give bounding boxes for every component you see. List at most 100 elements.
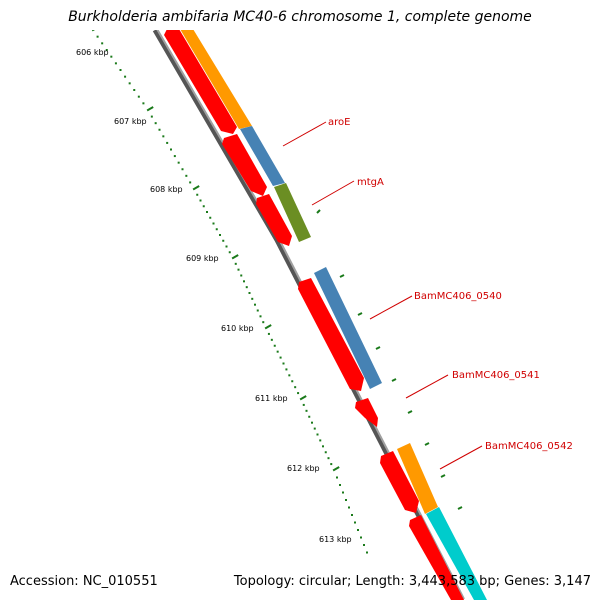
scale-dot-53	[279, 356, 282, 359]
scale-dot-11	[142, 102, 145, 105]
gene-label-0542[interactable]: BamMC406_0542	[485, 441, 573, 452]
scale-dot-23	[189, 181, 192, 184]
scale-dot-56	[288, 374, 291, 377]
gene-orange-1[interactable]	[180, 29, 252, 129]
scale-dot-14	[154, 122, 157, 125]
scale-dot-33	[222, 239, 225, 242]
scale-dot-67	[319, 439, 322, 442]
scale-dot-74	[339, 484, 341, 486]
gene-arrow-1[interactable]	[164, 29, 237, 134]
scale-dot-46	[259, 315, 262, 318]
scale-dot-21	[181, 168, 184, 171]
scale-dot-42	[248, 292, 251, 294]
scale-dot-81	[360, 536, 362, 539]
scale-dot-45	[256, 309, 259, 312]
gene-steelblue-2[interactable]	[314, 267, 382, 389]
gene-label-mtga[interactable]: mtgA	[357, 177, 384, 188]
scale-dot-34	[225, 245, 228, 248]
scale-dot-28	[206, 211, 208, 213]
scale-dot-73	[336, 476, 338, 479]
scale-dot-51	[273, 344, 276, 347]
scale-dot-15	[158, 128, 161, 131]
outer-ticks	[316, 209, 463, 510]
scale-dot-70	[327, 457, 330, 460]
scale-dot-29	[209, 216, 212, 219]
scale-label-607: 607 kbp	[114, 117, 147, 126]
scale-dot-30	[212, 222, 215, 225]
scale-dot-2	[101, 42, 104, 45]
gene-arrow-5[interactable]	[355, 398, 378, 427]
scale-dot-58	[294, 386, 297, 389]
scale-label-610: 610 kbp	[221, 324, 254, 333]
scale-dot-54	[282, 362, 285, 365]
gene-arrow-2[interactable]	[222, 134, 267, 196]
gene-steelblue-1[interactable]	[240, 126, 285, 186]
gene-arrow-7[interactable]	[409, 515, 464, 600]
map-title: Burkholderia ambifaria MC40-6 chromosome…	[68, 9, 532, 25]
scale-dot-78	[351, 514, 353, 516]
scale-dot-65	[313, 427, 316, 430]
scale-dot-59	[297, 392, 300, 395]
scale-dot-41	[245, 286, 248, 289]
scale-dot-6	[119, 69, 122, 71]
scale-dot-48	[264, 324, 272, 330]
callout-lines	[282, 121, 483, 470]
scale-dot-76	[345, 499, 347, 501]
scale-dot-69	[324, 451, 327, 454]
gene-label-0540[interactable]: BamMC406_0540	[414, 291, 502, 302]
scale-dot-5	[114, 62, 117, 65]
gene-olive-1[interactable]	[274, 183, 311, 242]
scale-dot-36	[231, 254, 239, 260]
scale-dot-68	[322, 445, 324, 448]
genome-summary: Topology: circular; Length: 3,443,583 bp…	[233, 574, 591, 589]
scale-dot-18	[170, 148, 172, 151]
scale-label-609: 609 kbp	[186, 254, 219, 263]
scale-dot-55	[285, 368, 288, 371]
scale-dot-38	[237, 268, 240, 271]
scale-dot-49	[267, 332, 270, 335]
scale-dot-37	[234, 262, 237, 265]
scale-dot-16	[162, 135, 165, 138]
scale-dot-82	[363, 544, 365, 546]
scale-dot-50	[270, 338, 273, 341]
scale-dot-17	[166, 141, 169, 144]
gene-labels: aroE mtgA BamMC406_0540 BamMC406_0541 Ba…	[328, 117, 573, 452]
backbone	[152, 30, 465, 600]
scale-dot-1	[96, 35, 99, 38]
scale-ring	[91, 30, 368, 554]
scale-dot-43	[251, 297, 254, 300]
gene-arrow-6[interactable]	[380, 451, 419, 513]
scale-dot-4	[110, 55, 113, 58]
gene-track-1	[164, 29, 464, 600]
scale-dot-9	[133, 89, 136, 91]
gene-arrow-3[interactable]	[256, 194, 292, 246]
gene-orange-2[interactable]	[397, 443, 438, 514]
scale-dot-25	[196, 193, 199, 196]
scale-dot-31	[215, 228, 218, 231]
scale-dot-66	[316, 433, 319, 436]
scale-dot-22	[185, 174, 188, 177]
scale-dot-52	[276, 350, 279, 353]
scale-dot-77	[348, 506, 350, 509]
scale-dot-80	[357, 529, 359, 531]
gene-cyan-1[interactable]	[426, 507, 487, 600]
gene-label-aroe[interactable]: aroE	[328, 117, 350, 128]
scale-label-606: 606 kbp	[76, 48, 109, 57]
scale-dot-71	[330, 463, 333, 466]
gene-arrow-4[interactable]	[298, 278, 364, 391]
scale-dot-0	[91, 30, 99, 32]
scale-dot-57	[291, 380, 294, 383]
scale-dot-26	[199, 199, 202, 202]
accession-text: Accession: NC_010551	[10, 574, 158, 589]
scale-dot-8	[128, 82, 131, 85]
scale-dot-10	[137, 95, 140, 98]
scale-dot-60	[299, 395, 307, 401]
scale-labels: 606 kbp 607 kbp 608 kbp 609 kbp 610 kbp …	[76, 48, 352, 544]
gene-track-2	[180, 29, 487, 600]
gene-label-0541[interactable]: BamMC406_0541	[452, 370, 540, 381]
scale-dot-64	[311, 421, 313, 424]
scale-dot-24	[192, 185, 200, 191]
scale-dot-79	[354, 521, 356, 524]
scale-dot-19	[173, 155, 176, 158]
